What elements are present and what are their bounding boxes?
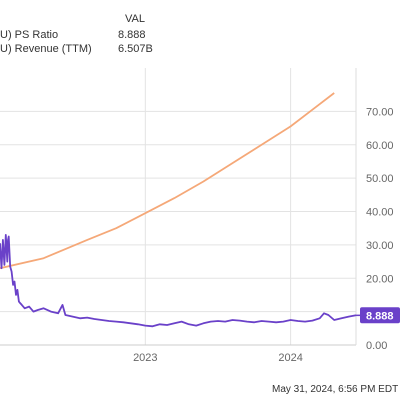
series [0, 92, 360, 328]
legend-value-ps-ratio: 8.888 [118, 29, 146, 41]
axes [0, 68, 357, 346]
x-tick-label: 2024 [278, 352, 302, 364]
last-value-badge: 8.888 [360, 307, 400, 324]
legend-label-ps-ratio: U) PS Ratio [0, 29, 58, 41]
y-tick-label: 30.00 [366, 240, 394, 252]
y-tick-label: 50.00 [366, 173, 394, 185]
series-line-revenue [0, 92, 335, 270]
series-line-ps-ratio [0, 234, 357, 328]
legend-label-revenue: U) Revenue (TTM) [0, 43, 92, 55]
x-tick-labels: 2023 2024 [133, 352, 303, 364]
y-tick-label: 0.00 [366, 340, 387, 352]
y-tick-label: 40.00 [366, 207, 394, 219]
y-tick-label: 70.00 [366, 106, 394, 118]
y-tick-label: 20.00 [366, 273, 394, 285]
legend: VAL U) PS Ratio 8.888 U) Revenue (TTM) 6… [0, 13, 153, 55]
legend-header: VAL [125, 13, 145, 25]
footer-timestamp: May 31, 2024, 6:56 PM EDT Powe [272, 384, 400, 395]
legend-value-revenue: 6.507B [118, 43, 153, 55]
last-value-badge-text: 8.888 [366, 310, 394, 322]
last-value-badge-bg [360, 307, 400, 324]
y-tick-label: 60.00 [366, 140, 394, 152]
x-tick-label: 2023 [133, 352, 157, 364]
grid [0, 68, 356, 346]
